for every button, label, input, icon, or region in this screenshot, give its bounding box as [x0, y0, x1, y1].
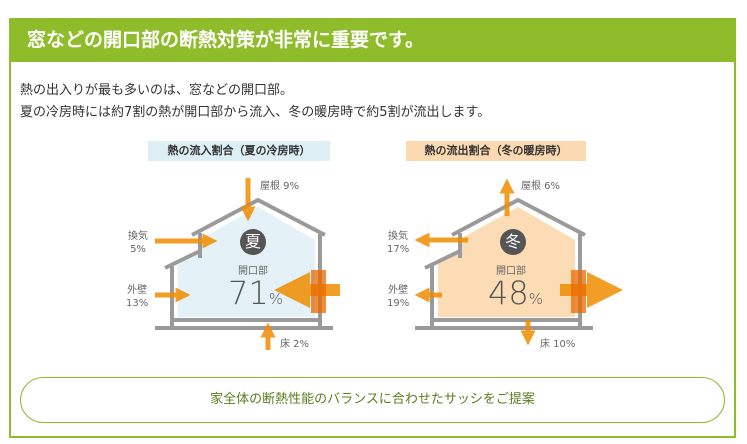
winter-vent-value: 17%: [387, 244, 410, 255]
winter-wall-label: 外壁 19%: [387, 284, 409, 310]
summer-vent-value: 5%: [130, 244, 146, 255]
summer-roof-label: 屋根 9%: [260, 181, 300, 192]
summer-vent-name: 換気: [128, 231, 148, 242]
winter-opening-number: 48: [488, 274, 529, 312]
winter-opening-value: 48%: [488, 274, 543, 312]
intro-line-1: 熱の出入りが最も多いのは、窓などの開口部。: [20, 83, 294, 98]
winter-wall-value: 19%: [387, 298, 410, 309]
winter-house: [414, 178, 623, 346]
summer-badge: 夏: [240, 229, 266, 255]
summer-house: [155, 178, 340, 350]
summer-floor-label: 床 2%: [280, 339, 310, 350]
winter-title: 熱の流出割合（冬の暖房時）: [406, 141, 586, 161]
intro-line-2: 夏の冷房時には約7割の熱が開口部から流入、冬の暖房時で約5割が流出します。: [20, 105, 491, 120]
summer-wall-value: 13%: [126, 298, 149, 309]
winter-interior-fill: [438, 207, 575, 317]
summer-opening-number: 71: [228, 274, 269, 312]
winter-roof-label: 屋根 6%: [521, 181, 561, 192]
intro-text: 熱の出入りが最も多いのは、窓などの開口部。 夏の冷房時には約7割の熱が開口部から…: [20, 80, 490, 124]
summer-wall-name: 外壁: [127, 285, 148, 296]
page-title: 窓などの開口部の断熱対策が非常に重要です。: [9, 18, 736, 62]
winter-opening-label: 開口部: [496, 266, 526, 277]
summer-window-icon: [311, 270, 326, 313]
winter-vent-label: 換気 17%: [387, 230, 409, 256]
sash-proposal-button[interactable]: 家全体の断熱性能のバランスに合わせたサッシをご提案: [20, 377, 725, 423]
summer-wall-label: 外壁 13%: [126, 284, 148, 310]
summer-opening-label: 開口部: [238, 266, 268, 277]
winter-window-icon: [571, 270, 586, 313]
summer-vent-label: 換気 5%: [128, 230, 148, 256]
winter-wall-name: 外壁: [388, 285, 409, 296]
winter-floor-label: 床 10%: [540, 339, 576, 350]
summer-opening-value: 71%: [228, 274, 283, 312]
winter-unit: %: [528, 290, 543, 308]
summer-unit: %: [268, 290, 283, 308]
winter-badge: 冬: [500, 229, 526, 255]
winter-vent-name: 換気: [388, 231, 409, 242]
summer-title: 熱の流入割合（夏の冷房時）: [148, 141, 330, 161]
